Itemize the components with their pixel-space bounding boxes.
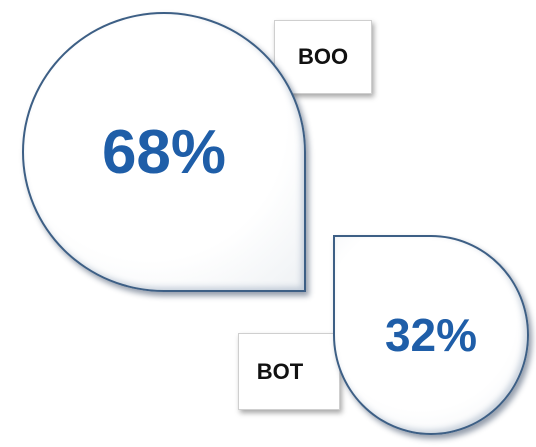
label: BOT <box>256 358 304 384</box>
value: 32% <box>384 309 478 361</box>
drop: 68% <box>22 12 306 292</box>
label: BOO <box>297 44 349 69</box>
label-box: BOO <box>274 20 372 94</box>
label-box: BOT <box>238 333 340 410</box>
value: 68% <box>101 117 227 187</box>
drop: 32% <box>333 235 529 435</box>
